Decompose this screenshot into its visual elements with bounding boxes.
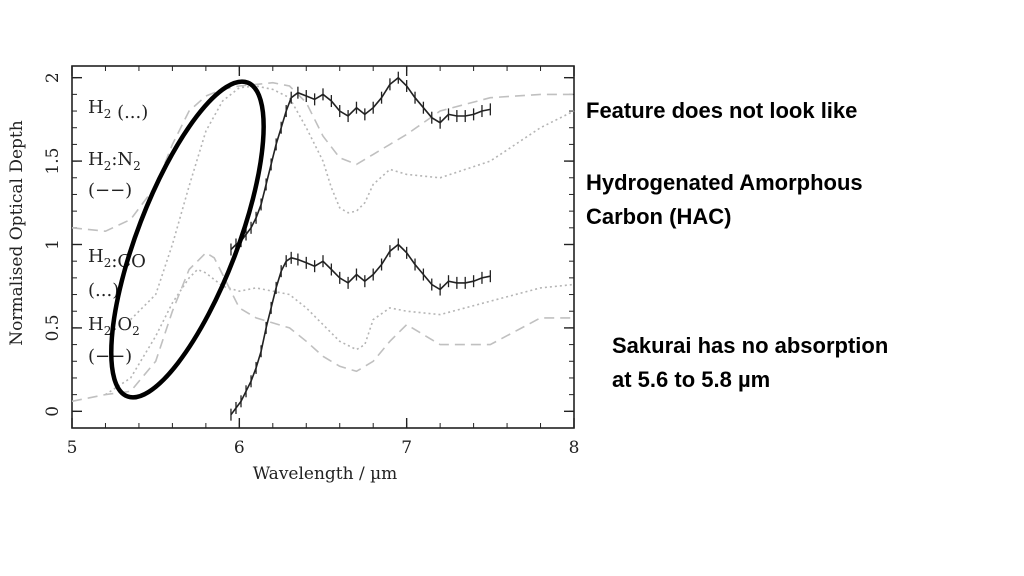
- y-tick-label: 1.5: [43, 148, 63, 175]
- curve-label-h2n2_l2: (−−): [88, 180, 132, 201]
- series-line-4: [105, 268, 575, 396]
- x-tick-label: 7: [401, 438, 412, 458]
- note-hac-line2: Carbon (HAC): [586, 204, 732, 229]
- note-feature: Feature does not look like: [586, 94, 857, 128]
- series-line-3: [71, 81, 574, 233]
- y-tick-label: 2: [43, 72, 63, 83]
- plot-frame: [71, 65, 575, 429]
- highlight-ellipse: [109, 79, 266, 400]
- note-hac-line1: Hydrogenated Amorphous: [586, 170, 863, 195]
- curve-label-h2n2_l1: H2:N2: [88, 149, 141, 173]
- series-line-0: [230, 76, 491, 251]
- x-tick-label: 8: [569, 438, 580, 458]
- x-axis-label: Wavelength / µm: [253, 464, 398, 484]
- curve-label-h2co_l1: H2:CO: [88, 246, 146, 272]
- y-axis-label: Normalised Optical Depth: [7, 120, 27, 345]
- x-tick-label: 5: [67, 438, 78, 458]
- y-tick-label: 0.5: [43, 314, 63, 341]
- curve-label-h2o2_l1: H2:O2: [88, 314, 140, 338]
- y-tick-label: 1: [43, 239, 63, 250]
- curve-label-h2co_l2: (...): [88, 280, 119, 301]
- x-tick-label: 6: [234, 438, 245, 458]
- curve-label-h2_top: H2 (...): [88, 97, 148, 123]
- series-line-5: [71, 251, 574, 403]
- note-feature-line: Feature does not look like: [586, 98, 858, 123]
- note-sakurai-line2: at 5.6 to 5.8 µm: [612, 367, 771, 392]
- y-tick-label: 0: [43, 406, 63, 417]
- series-line-1: [230, 243, 491, 416]
- note-hac: Hydrogenated Amorphous Carbon (HAC): [586, 166, 863, 234]
- note-sakurai-line1: Sakurai has no absorption: [612, 333, 889, 358]
- note-sakurai: Sakurai has no absorption at 5.6 to 5.8 …: [612, 329, 888, 397]
- series-line-2: [130, 85, 575, 321]
